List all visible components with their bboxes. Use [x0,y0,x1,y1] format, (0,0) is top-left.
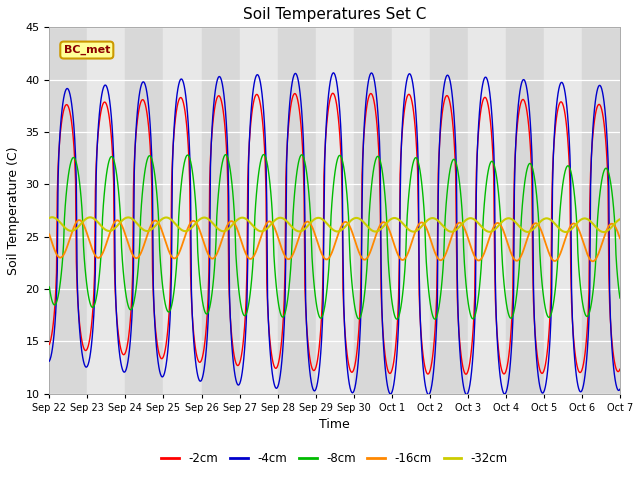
Bar [544,27,582,394]
-32cm [173,223,181,229]
-4cm [56,136,63,142]
-2cm [329,90,337,96]
-16cm [76,217,83,223]
Title: Soil Temperatures Set C: Soil Temperatures Set C [243,7,426,22]
-2cm [56,138,63,144]
-8cm [115,187,122,192]
Bar [49,27,88,394]
-8cm [406,183,413,189]
Bar [239,27,278,394]
-4cm [422,384,429,389]
Line: -2cm: -2cm [49,93,620,374]
Bar [506,27,544,394]
Y-axis label: Soil Temperature (C): Soil Temperature (C) [7,146,20,275]
Bar [429,27,468,394]
-32cm [45,215,53,221]
-2cm [422,367,429,372]
-4cm [203,344,211,350]
-2cm [172,109,180,115]
-16cm [204,250,211,255]
-4cm [172,97,180,103]
-32cm [422,219,429,225]
Bar [88,27,125,394]
Bar [202,27,239,394]
-8cm [616,295,624,301]
-32cm [616,216,624,222]
-2cm [45,341,53,347]
-16cm [589,258,596,264]
-2cm [203,322,211,328]
-4cm [45,358,53,364]
Bar [278,27,316,394]
-16cm [616,236,624,241]
Bar [125,27,163,394]
-4cm [425,392,433,397]
-16cm [45,231,53,237]
-2cm [405,91,413,97]
-32cm [405,227,413,233]
-16cm [56,255,63,261]
Line: -8cm: -8cm [49,155,620,319]
-8cm [393,316,401,322]
-8cm [45,284,53,290]
-16cm [422,223,429,229]
-4cm [616,386,624,392]
Bar [582,27,620,394]
-2cm [462,372,470,377]
-8cm [172,265,180,271]
Text: BC_met: BC_met [63,45,110,55]
Line: -16cm: -16cm [49,220,620,261]
Line: -32cm: -32cm [49,217,620,232]
-8cm [203,311,211,317]
-32cm [204,216,211,221]
-8cm [56,284,63,290]
-4cm [115,340,122,346]
-16cm [405,248,413,254]
-8cm [422,259,430,265]
-2cm [115,331,122,337]
Line: -4cm: -4cm [49,73,620,395]
-8cm [260,152,268,157]
-2cm [616,366,624,372]
-16cm [115,218,123,224]
Bar [392,27,429,394]
-16cm [173,253,181,259]
-32cm [115,221,123,227]
Bar [163,27,202,394]
-32cm [48,215,56,220]
-4cm [330,70,337,76]
Bar [316,27,354,394]
-32cm [600,229,608,235]
Bar [354,27,392,394]
-32cm [56,220,64,226]
Legend: -2cm, -4cm, -8cm, -16cm, -32cm: -2cm, -4cm, -8cm, -16cm, -32cm [157,447,513,469]
Bar [468,27,506,394]
X-axis label: Time: Time [319,418,350,431]
-4cm [405,71,413,77]
